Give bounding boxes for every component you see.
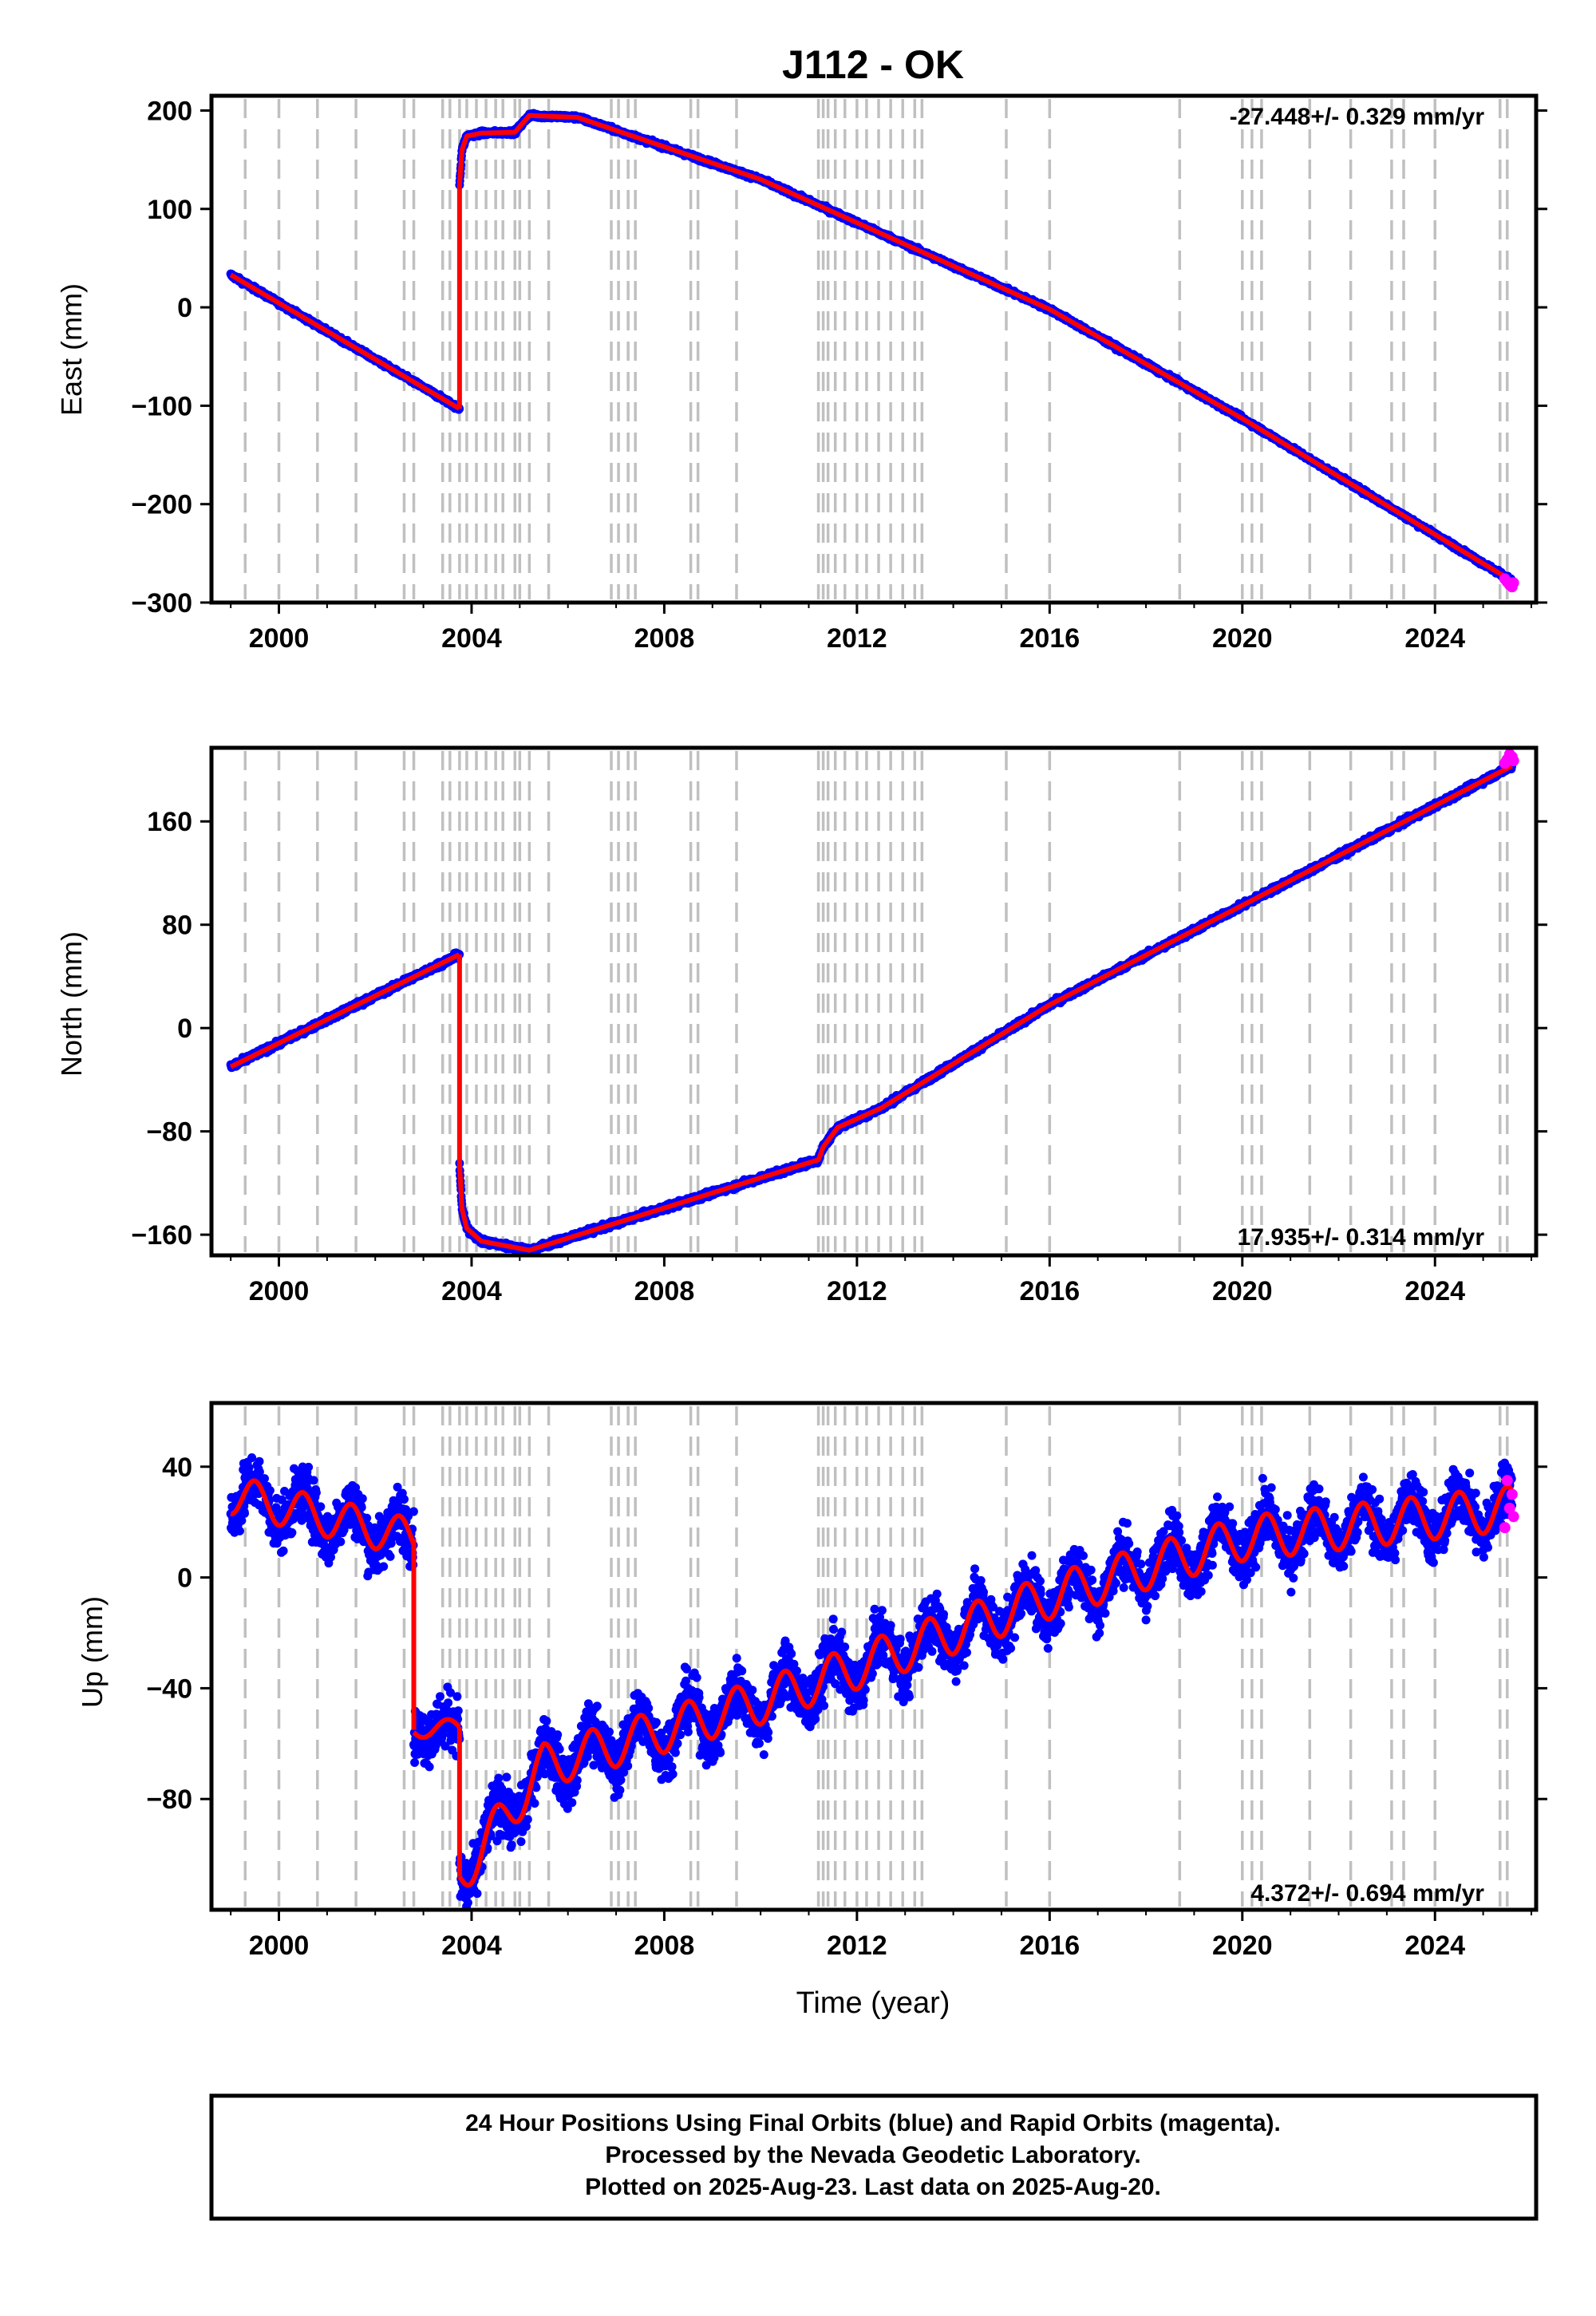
east-xtick-label: 2012 <box>827 623 887 654</box>
east-xtick-label: 2004 <box>441 623 502 654</box>
chart-title: J112 - OK <box>782 42 964 87</box>
east-plot-area <box>226 109 1517 587</box>
east-panel-body: −300 −200 −100 0 100 200 2000 2004 2008 2012 2016 2… <box>131 93 1547 654</box>
east-ytick-label: 200 <box>147 96 192 126</box>
east-xtick-label: 2016 <box>1020 623 1080 654</box>
east-panel: −300 −200 −100 0 100 200 2000 2004 2008 2012 2016 2… <box>55 93 1547 654</box>
east-ytick-label: 0 <box>177 293 192 323</box>
east-rate-label: -27.448+/- 0.329 mm/yr <box>1230 104 1485 130</box>
east-xtick-label: 2008 <box>634 623 695 654</box>
north-plot-area <box>226 761 1517 1255</box>
east-model-fit-line <box>228 272 462 411</box>
east-frame <box>209 93 1539 605</box>
east-ytick-label: 100 <box>147 195 192 225</box>
east-xtick-label: 2024 <box>1404 623 1465 654</box>
east-ylabel: East (mm) <box>55 283 88 416</box>
east-ytick-label: −100 <box>131 391 192 421</box>
east-xtick-label: 2000 <box>249 623 310 654</box>
east-rapid-orbit-point <box>1507 577 1519 589</box>
east-final-orbit-points <box>455 109 1517 587</box>
east-ytick-label: −200 <box>131 490 192 520</box>
east-xtick-label: 2020 <box>1212 623 1273 654</box>
east-ytick-label: −300 <box>131 588 192 619</box>
